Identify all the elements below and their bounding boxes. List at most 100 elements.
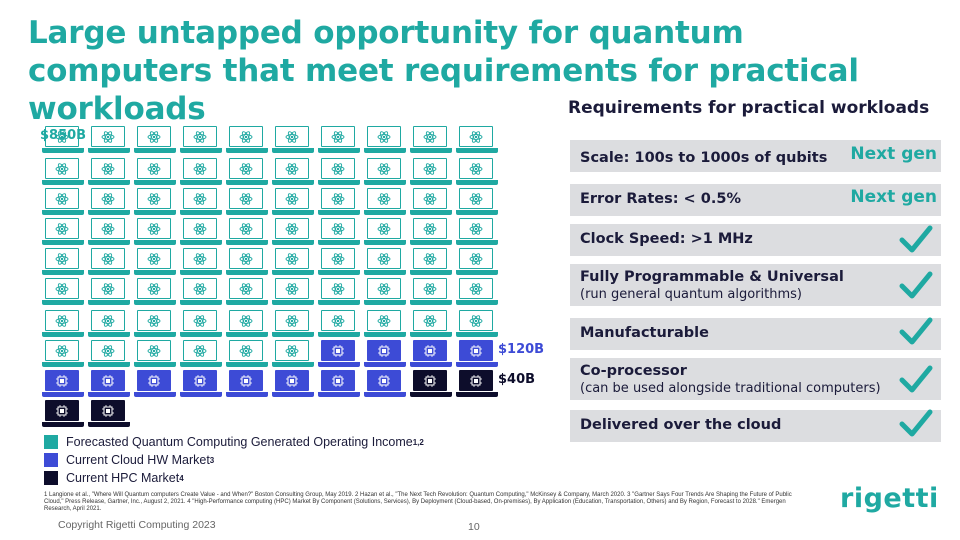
quantum-laptop-icon xyxy=(88,310,130,339)
requirement-label: Co-processor xyxy=(580,363,687,379)
legend-item-cloud: Current Cloud HW Market 3 xyxy=(44,452,424,468)
quantum-laptop-icon xyxy=(180,310,222,339)
quantum-laptop-icon xyxy=(364,218,406,247)
hpc-chip-laptop-icon xyxy=(88,400,130,429)
market-icon-grid xyxy=(42,126,498,429)
cloud-chip-laptop-icon xyxy=(42,370,84,399)
quantum-laptop-icon xyxy=(42,248,84,277)
quantum-laptop-icon xyxy=(134,310,176,339)
quantum-laptop-icon xyxy=(226,278,268,307)
legend-sup-quantum: 1,2 xyxy=(412,437,424,447)
quantum-laptop-icon xyxy=(226,158,268,187)
quantum-laptop-icon xyxy=(226,248,268,277)
check-icon xyxy=(899,225,933,253)
hpc-chip-laptop-icon xyxy=(42,400,84,429)
cloud-chip-laptop-icon xyxy=(318,370,360,399)
requirement-row-scale: Scale: 100s to 1000s of qubits Next gen xyxy=(570,140,941,172)
quantum-laptop-icon xyxy=(364,248,406,277)
quantum-laptop-icon xyxy=(180,278,222,307)
copyright: Copyright Rigetti Computing 2023 xyxy=(58,519,216,531)
hpc-chip-laptop-icon xyxy=(410,370,452,399)
page-number: 10 xyxy=(468,521,480,533)
quantum-laptop-icon xyxy=(88,278,130,307)
check-icon xyxy=(899,409,933,437)
hpc-chip-laptop-icon xyxy=(456,370,498,399)
legend-swatch-cloud xyxy=(44,453,58,467)
quantum-laptop-icon xyxy=(134,158,176,187)
cloud-chip-laptop-icon xyxy=(456,340,498,369)
cloud-chip-laptop-icon xyxy=(226,370,268,399)
check-icon xyxy=(899,271,933,299)
quantum-laptop-icon xyxy=(88,248,130,277)
quantum-laptop-icon xyxy=(272,310,314,339)
requirement-label: Scale: 100s to 1000s of qubits xyxy=(580,150,828,166)
quantum-laptop-icon xyxy=(272,340,314,369)
requirements-heading: Requirements for practical workloads xyxy=(568,98,930,118)
quantum-laptop-icon xyxy=(88,126,130,155)
requirement-row-error-rates: Error Rates: < 0.5% Next gen xyxy=(570,184,941,216)
quantum-laptop-icon xyxy=(42,218,84,247)
logo-wordmark: rigetti xyxy=(840,483,939,514)
quantum-laptop-icon xyxy=(134,248,176,277)
cloud-chip-laptop-icon xyxy=(88,370,130,399)
requirement-label: Fully Programmable & Universal xyxy=(580,269,844,285)
quantum-laptop-icon xyxy=(226,340,268,369)
quantum-laptop-icon xyxy=(318,248,360,277)
legend-item-quantum: Forecasted Quantum Computing Generated O… xyxy=(44,434,424,450)
requirement-row-coprocessor: Co-processor (can be used alongside trad… xyxy=(570,358,941,400)
quantum-laptop-icon xyxy=(410,248,452,277)
rigetti-logo: rigetti xyxy=(840,483,939,514)
cloud-market-label: $120B xyxy=(498,342,545,357)
quantum-laptop-icon xyxy=(226,188,268,217)
requirement-label: Delivered over the cloud xyxy=(580,417,782,433)
quantum-laptop-icon xyxy=(410,278,452,307)
legend-swatch-hpc xyxy=(44,471,58,485)
quantum-laptop-icon xyxy=(410,158,452,187)
quantum-laptop-icon xyxy=(272,188,314,217)
quantum-laptop-icon xyxy=(134,340,176,369)
quantum-laptop-icon xyxy=(42,310,84,339)
requirement-row-programmable: Fully Programmable & Universal (run gene… xyxy=(570,264,941,306)
market-legend: Forecasted Quantum Computing Generated O… xyxy=(44,434,424,488)
legend-sup-hpc: 4 xyxy=(179,473,184,483)
quantum-laptop-icon xyxy=(364,188,406,217)
quantum-laptop-icon xyxy=(272,218,314,247)
legend-sup-cloud: 3 xyxy=(209,455,215,465)
quantum-laptop-icon xyxy=(42,158,84,187)
quantum-laptop-icon xyxy=(410,310,452,339)
quantum-laptop-icon xyxy=(318,218,360,247)
requirement-row-manufacturable: Manufacturable xyxy=(570,317,941,350)
quantum-laptop-icon xyxy=(134,126,176,155)
quantum-laptop-icon xyxy=(456,158,498,187)
quantum-laptop-icon xyxy=(456,126,498,155)
quantum-laptop-icon xyxy=(364,310,406,339)
requirement-label: Manufacturable xyxy=(580,325,709,341)
quantum-laptop-icon xyxy=(456,278,498,307)
quantum-laptop-icon xyxy=(226,126,268,155)
quantum-laptop-icon xyxy=(456,218,498,247)
quantum-laptop-icon xyxy=(226,310,268,339)
quantum-laptop-icon xyxy=(42,188,84,217)
quantum-laptop-icon xyxy=(318,126,360,155)
requirement-sublabel: (can be used alongside traditional compu… xyxy=(580,381,881,396)
quantum-laptop-icon xyxy=(318,278,360,307)
quantum-laptop-icon xyxy=(364,158,406,187)
quantum-laptop-icon xyxy=(364,278,406,307)
cloud-chip-laptop-icon xyxy=(318,340,360,369)
footnote: 1 Langione et al., "Where Will Quantum c… xyxy=(44,492,792,513)
quantum-laptop-icon xyxy=(272,158,314,187)
quantum-laptop-icon xyxy=(318,188,360,217)
requirement-label: Error Rates: < 0.5% xyxy=(580,191,741,207)
quantum-laptop-icon xyxy=(134,218,176,247)
hpc-market-label: $40B xyxy=(498,372,536,387)
quantum-laptop-icon xyxy=(88,158,130,187)
legend-label-hpc: Current HPC Market xyxy=(66,471,180,485)
legend-label-quantum: Forecasted Quantum Computing Generated O… xyxy=(66,435,413,449)
quantum-laptop-icon xyxy=(134,278,176,307)
requirement-label: Clock Speed: >1 MHz xyxy=(580,231,753,247)
quantum-laptop-icon xyxy=(134,188,176,217)
quantum-laptop-icon xyxy=(272,278,314,307)
legend-swatch-quantum xyxy=(44,435,58,449)
requirement-row-clock-speed: Clock Speed: >1 MHz xyxy=(570,224,941,256)
cloud-chip-laptop-icon xyxy=(364,340,406,369)
